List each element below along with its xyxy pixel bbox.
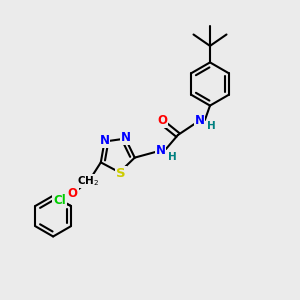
Text: Cl: Cl <box>53 194 66 207</box>
Text: O: O <box>157 114 167 128</box>
Text: S: S <box>116 167 125 180</box>
Text: CH$_2$: CH$_2$ <box>77 174 99 188</box>
Text: N: N <box>155 144 166 157</box>
Text: N: N <box>121 131 130 144</box>
Text: O: O <box>68 187 78 200</box>
Text: H: H <box>206 121 215 131</box>
Text: N: N <box>100 134 110 147</box>
Text: N: N <box>194 114 205 127</box>
Text: H: H <box>168 152 177 162</box>
